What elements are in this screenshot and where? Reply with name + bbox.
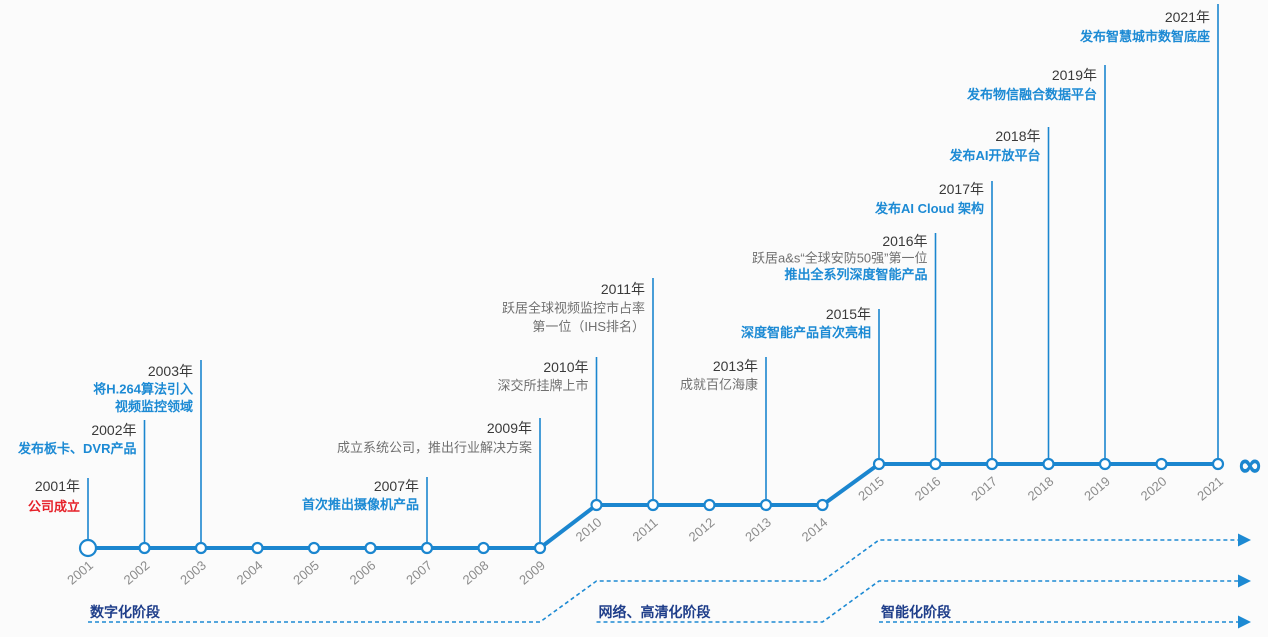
infinity-icon: ∞ <box>1238 448 1263 483</box>
year-label: 2004 <box>234 558 266 588</box>
timeline-node <box>759 498 773 512</box>
timeline-node <box>985 457 999 471</box>
timeline-node <box>703 498 716 512</box>
milestone-text: 深交所挂牌上市 <box>497 378 588 393</box>
timeline-nodes <box>78 457 1225 558</box>
timeline-node <box>307 541 321 555</box>
milestone-text: 发布智慧城市数智底座 <box>1079 29 1210 44</box>
year-label: 2021 <box>1194 474 1226 504</box>
arrow-right-icon <box>1238 615 1251 629</box>
timeline-node <box>364 541 377 555</box>
timeline-node <box>138 541 151 555</box>
milestone-text: 将H.264算法引入 <box>93 382 193 397</box>
year-label: 2007 <box>403 558 435 588</box>
milestone-year: 2009年 <box>487 420 532 436</box>
milestone-year: 2021年 <box>1165 9 1210 25</box>
timeline-node <box>590 498 603 512</box>
phase-label: 数字化阶段 <box>90 604 160 620</box>
year-label: 2005 <box>290 558 322 588</box>
year-label: 2009 <box>516 558 548 588</box>
milestone-text: 发布AI Cloud 架构 <box>874 201 984 216</box>
timeline-node <box>872 457 886 471</box>
year-label: 2017 <box>968 474 1000 504</box>
year-label: 2008 <box>460 558 492 588</box>
year-label: 2020 <box>1138 474 1170 504</box>
milestone-text: 视频监控领域 <box>115 399 193 414</box>
milestones: 2001年公司成立2002年发布板卡、DVR产品2003年将H.264算法引入视… <box>17 4 1219 543</box>
milestone-year: 2015年 <box>826 306 871 322</box>
year-label: 2011 <box>630 515 661 544</box>
timeline-node <box>533 541 547 555</box>
year-label: 2013 <box>742 515 774 545</box>
phase-label: 智能化阶段 <box>880 604 951 620</box>
milestone-text: 公司成立 <box>28 499 80 514</box>
year-label: 2012 <box>686 515 718 545</box>
milestone-year: 2003年 <box>148 363 193 379</box>
milestone-year: 2002年 <box>91 422 136 438</box>
timeline-node <box>420 541 434 555</box>
milestone-text: 推出全系列深度智能产品 <box>784 267 927 282</box>
timeline-node <box>1211 457 1225 471</box>
milestone-text: 成就百亿海康 <box>680 377 758 392</box>
timeline-node <box>78 538 98 558</box>
timeline-node <box>194 541 208 555</box>
milestone-year: 2018年 <box>995 128 1040 144</box>
year-label: 2006 <box>347 558 379 588</box>
milestone-text: 首次推出摄像机产品 <box>302 497 419 512</box>
milestone-year: 2010年 <box>543 359 588 375</box>
milestone-text: 发布板卡、DVR产品 <box>17 441 136 456</box>
year-label: 2002 <box>121 558 153 588</box>
milestone-year: 2013年 <box>713 358 758 374</box>
milestone-text: 成立系统公司，推出行业解决方案 <box>337 440 532 455</box>
arrow-right-icon <box>1238 574 1251 588</box>
phase-track <box>88 539 1238 623</box>
milestone-year: 2019年 <box>1052 67 1097 83</box>
milestone-text: 第一位（IHS排名） <box>532 319 645 334</box>
year-label: 2003 <box>177 558 209 588</box>
year-label: 2018 <box>1025 474 1057 504</box>
year-label: 2019 <box>1081 474 1113 504</box>
milestone-text: 深度智能产品首次亮相 <box>741 325 871 340</box>
milestone-year: 2016年 <box>882 233 927 249</box>
milestone-year: 2011年 <box>601 281 645 297</box>
year-label: 2001 <box>64 558 96 588</box>
phase-track <box>596 580 1238 623</box>
timeline-node <box>1098 457 1112 471</box>
milestone-text: 跃居a&s“全球安防50强”第一位 <box>752 251 928 266</box>
arrow-right-icon <box>1238 533 1251 547</box>
timeline-node <box>1042 457 1055 471</box>
timeline-node <box>929 457 942 471</box>
timeline-node <box>816 498 829 512</box>
phase-tracks: 数字化阶段 网络、高清化阶段 智能化阶段 <box>88 533 1251 629</box>
year-label: 2016 <box>912 474 944 504</box>
milestone-text: 跃居全球视频监控市占率 <box>502 301 645 316</box>
phase-label: 网络、高清化阶段 <box>599 604 711 620</box>
timeline-node <box>1155 457 1168 471</box>
year-label: 2014 <box>799 515 831 545</box>
milestone-text: 发布物信融合数据平台 <box>966 87 1097 102</box>
milestone-year: 2007年 <box>374 478 419 494</box>
year-axis: 2001 2002 2003 2004 2005 2006 2007 2008 20092010… <box>64 474 1226 588</box>
milestone-year: 2017年 <box>939 181 984 197</box>
timeline-node <box>251 541 264 555</box>
timeline-node <box>646 498 660 512</box>
milestone-year: 2001年 <box>35 478 80 494</box>
timeline-node <box>477 541 490 555</box>
milestone-text: 发布AI开放平台 <box>948 148 1040 163</box>
